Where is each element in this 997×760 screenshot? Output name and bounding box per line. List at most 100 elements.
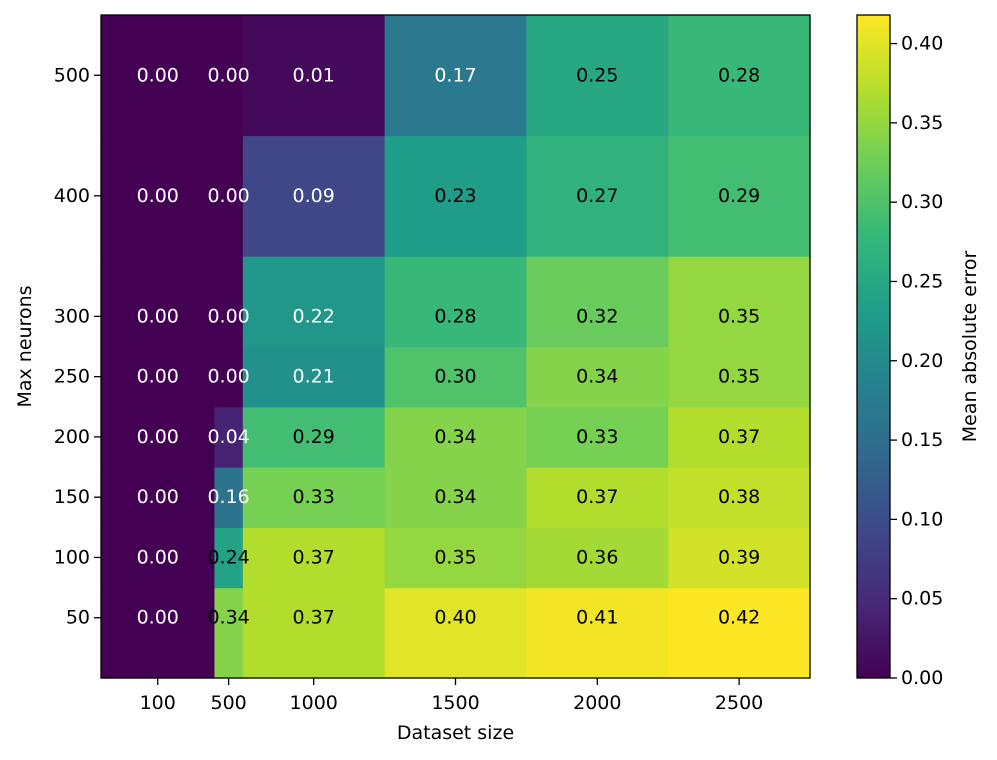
colorbar-tick-label: 0.25 <box>901 270 943 292</box>
y-axis-ticks: 50 100 150 200 250 300 400 500 <box>54 64 101 629</box>
y-tick-label: 100 <box>54 546 90 568</box>
heatmap-cell <box>668 135 811 257</box>
y-tick-label: 500 <box>54 64 90 86</box>
cell-value-label: 0.27 <box>576 185 618 207</box>
colorbar-label: Mean absolute error <box>959 251 981 443</box>
cell-value-label: 0.00 <box>137 305 179 327</box>
heatmap-cell <box>101 467 216 528</box>
cell-value-label: 0.24 <box>207 546 249 568</box>
heatmap-cell <box>384 406 527 468</box>
colorbar-tick-label: 0.10 <box>901 508 943 530</box>
cell-value-label: 0.25 <box>576 64 618 86</box>
heatmap-cell <box>668 406 811 468</box>
cell-value-label: 0.32 <box>576 305 618 327</box>
heatmap-cell <box>214 406 244 468</box>
colorbar-ticks: 0.00 0.05 0.10 0.15 0.20 0.25 0.30 0.35 0.40 <box>890 33 943 689</box>
cell-value-label: 0.35 <box>434 546 476 568</box>
y-tick-label: 400 <box>54 185 90 207</box>
colorbar <box>856 14 891 679</box>
heatmap-cell <box>668 256 811 348</box>
cell-value-label: 0.34 <box>434 486 476 508</box>
x-axis-ticks: 100 500 1000 1500 2000 2500 <box>140 678 763 714</box>
colorbar-tick-label: 0.05 <box>901 588 943 610</box>
cell-value-label: 0.40 <box>434 607 476 629</box>
heatmap-cell <box>242 406 386 468</box>
heatmap-cell <box>214 467 244 528</box>
cell-value-label: 0.33 <box>293 486 335 508</box>
heatmap-cell <box>242 15 386 137</box>
cell-value-label: 0.28 <box>718 64 760 86</box>
heatmap-cell <box>526 527 669 589</box>
y-tick-label: 250 <box>54 366 90 388</box>
heatmap-cell <box>526 587 669 679</box>
cell-value-label: 0.00 <box>207 366 249 388</box>
heatmap-cell <box>242 346 386 408</box>
x-tick-label: 500 <box>210 692 246 714</box>
heatmap-cell <box>214 256 244 348</box>
heatmap-cell <box>384 527 527 589</box>
x-tick-label: 2500 <box>715 692 763 714</box>
heatmap-cell <box>214 15 244 137</box>
heatmap-cell <box>242 256 386 348</box>
cell-value-label: 0.00 <box>137 366 179 388</box>
colorbar-tick-label: 0.35 <box>901 112 943 134</box>
heatmap-cell <box>242 467 386 528</box>
heatmap-cell <box>668 346 811 408</box>
heatmap-cell <box>101 346 216 408</box>
cell-value-label: 0.36 <box>576 546 618 568</box>
cell-value-label: 0.00 <box>137 486 179 508</box>
heatmap-cell <box>214 527 244 589</box>
cell-value-label: 0.37 <box>576 486 618 508</box>
cell-value-label: 0.39 <box>718 546 760 568</box>
heatmap-cell <box>668 587 811 679</box>
x-tick-label: 1000 <box>290 692 338 714</box>
heatmap-cell <box>526 256 669 348</box>
heatmap-cell <box>384 15 527 137</box>
cell-value-label: 0.37 <box>293 546 335 568</box>
heatmap-cell <box>242 587 386 679</box>
heatmap-cell <box>242 135 386 257</box>
cell-value-label: 0.17 <box>434 64 476 86</box>
cell-value-label: 0.37 <box>718 426 760 448</box>
colorbar-tick-label: 0.00 <box>901 667 943 689</box>
heatmap-cell <box>384 467 527 528</box>
cell-value-label: 0.29 <box>293 426 335 448</box>
heatmap-cell <box>101 15 216 137</box>
cell-value-label: 0.09 <box>293 185 335 207</box>
heatmap-cell <box>242 527 386 589</box>
heatmap-cell <box>214 135 244 257</box>
heatmap-cell <box>384 135 527 257</box>
heatmap-cell <box>526 15 669 137</box>
heatmap-cell <box>101 256 216 348</box>
cell-value-label: 0.00 <box>207 185 249 207</box>
cell-value-label: 0.33 <box>576 426 618 448</box>
heatmap-cell <box>526 467 669 528</box>
colorbar-tick-label: 0.20 <box>901 350 943 372</box>
y-tick-label: 200 <box>54 426 90 448</box>
cell-value-label: 0.30 <box>434 366 476 388</box>
cell-value-label: 0.21 <box>293 366 335 388</box>
heatmap-cell <box>101 135 216 257</box>
cell-value-label: 0.01 <box>293 64 335 86</box>
heatmap-cells: 0.00 0.34 0.37 0.40 0.41 0.42 0.00 0.24 0.37 0.35… <box>101 15 811 679</box>
heatmap-cell <box>668 527 811 589</box>
x-axis-label: Dataset size <box>397 722 514 744</box>
cell-value-label: 0.00 <box>137 607 179 629</box>
y-tick-label: 150 <box>54 486 90 508</box>
cell-value-label: 0.41 <box>576 607 618 629</box>
heatmap-cell <box>384 587 527 679</box>
heatmap-cell <box>384 256 527 348</box>
cell-value-label: 0.34 <box>576 366 618 388</box>
cell-value-label: 0.29 <box>718 185 760 207</box>
y-tick-label: 50 <box>66 607 90 629</box>
colorbar-tick-label: 0.30 <box>901 191 943 213</box>
x-tick-label: 100 <box>140 692 176 714</box>
y-tick-label: 300 <box>54 305 90 327</box>
cell-value-label: 0.34 <box>434 426 476 448</box>
cell-value-label: 0.35 <box>718 305 760 327</box>
cell-value-label: 0.00 <box>207 64 249 86</box>
cell-value-label: 0.00 <box>137 426 179 448</box>
cell-value-label: 0.00 <box>137 546 179 568</box>
colorbar-tick-label: 0.15 <box>901 429 943 451</box>
